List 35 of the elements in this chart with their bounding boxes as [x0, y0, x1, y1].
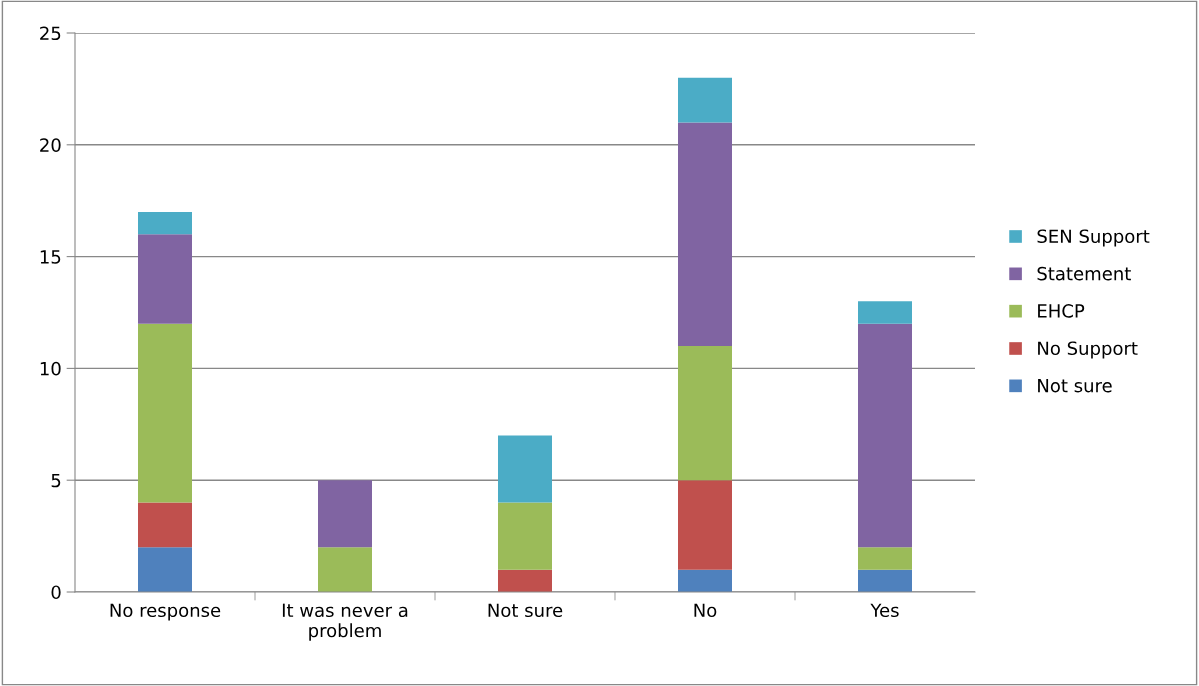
bar [678, 346, 732, 481]
bar [678, 480, 732, 570]
bar [858, 323, 912, 548]
bar [858, 301, 912, 324]
legend-label: Statement [1037, 266, 1131, 281]
x-tick-label: No [694, 603, 717, 618]
y-tick-label: 15 [40, 250, 61, 264]
bar [678, 569, 732, 592]
bar [498, 435, 552, 503]
legend-label: No Support [1038, 341, 1138, 359]
y-tick-label: 10 [40, 361, 61, 376]
y-tick-label: 5 [51, 473, 61, 488]
bar [498, 502, 552, 570]
bar [138, 547, 192, 592]
x-tick-label: Yes [870, 603, 899, 618]
bar [858, 569, 912, 592]
bar [318, 547, 372, 592]
bar [678, 77, 732, 123]
x-tick-label: It was never a problem [282, 603, 408, 641]
bar [138, 502, 192, 548]
bar [318, 480, 372, 548]
y-tick-label: 0 [51, 585, 61, 600]
y-tick-label: 20 [40, 138, 61, 152]
bar [138, 211, 192, 235]
bar [858, 547, 912, 570]
x-tick-label: Not sure [488, 603, 563, 618]
legend-label: Not sure [1038, 378, 1112, 393]
legend-label: EHCP [1038, 304, 1085, 318]
bar [678, 122, 732, 347]
legend-label: SEN Support [1037, 229, 1150, 247]
bar [138, 323, 192, 503]
x-tick-label: No response [110, 603, 221, 621]
bar [498, 569, 552, 592]
bar [138, 234, 192, 324]
y-tick-label: 25 [40, 26, 61, 41]
